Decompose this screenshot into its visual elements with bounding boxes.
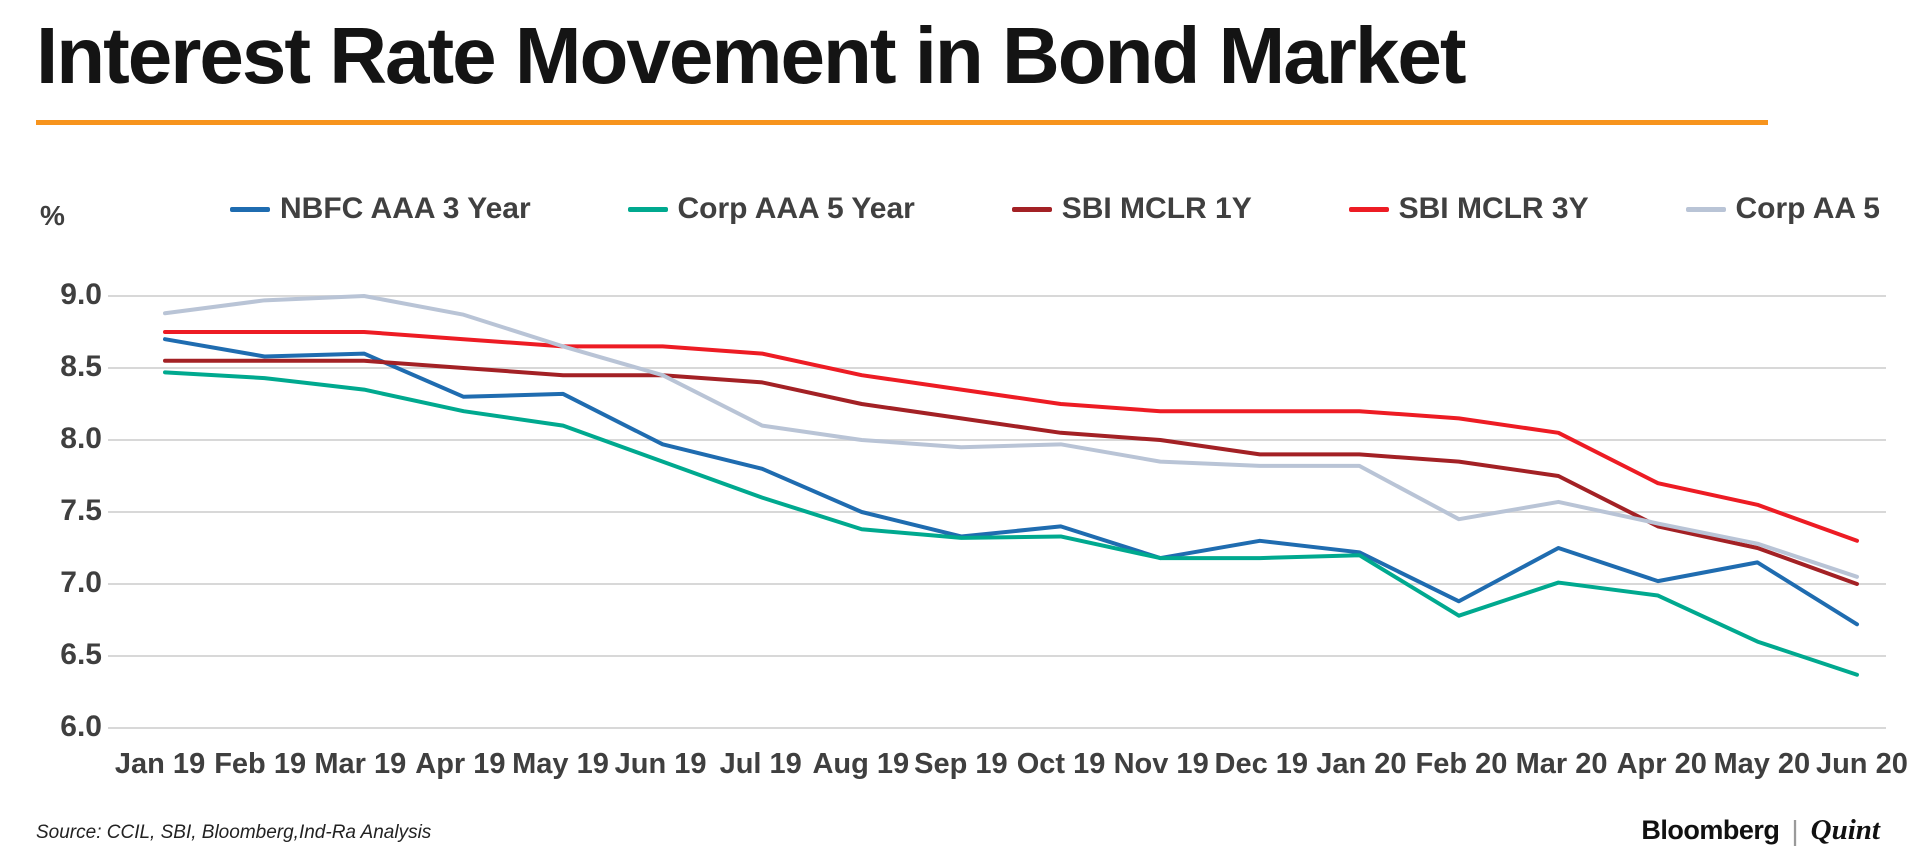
legend-label: SBI MCLR 1Y: [1061, 192, 1252, 225]
legend-item-corp-aaa-5y: Corp AAA 5 Year: [627, 192, 915, 226]
series-line-corp-aa-5: [163, 294, 1859, 579]
source-note: Source: CCIL, SBI, Bloomberg,Ind-Ra Anal…: [36, 822, 432, 843]
x-axis-label: Jan 19: [114, 748, 206, 780]
legend-line-swatch: [1685, 206, 1726, 212]
bloomberg-wordmark: Bloomberg: [1641, 815, 1780, 845]
legend-line-swatch: [1011, 206, 1052, 212]
y-axis-label: 9.0: [60, 278, 102, 311]
x-axis-label: Feb 19: [214, 748, 307, 780]
x-axis-label: Dec 19: [1214, 748, 1309, 780]
y-axis-label: 7.5: [60, 494, 102, 527]
x-axis-label: May 20: [1713, 748, 1811, 780]
series-line-corp-aaa-5-year: [163, 370, 1859, 677]
x-axis-label: Mar 20: [1515, 748, 1608, 780]
legend-line-swatch: [627, 206, 668, 212]
publisher-logo: Bloomberg | Quint: [1641, 814, 1880, 847]
x-axis-label: Sep 19: [914, 748, 1008, 780]
x-axis-label: Aug 19: [812, 748, 910, 780]
y-axis-label: 6.5: [60, 638, 102, 671]
series-line-nbfc-aaa-3-year: [163, 337, 1859, 627]
legend-line-swatch: [230, 206, 270, 212]
legend-item-sbi-mclr-3y: SBI MCLR 3Y: [1348, 192, 1589, 226]
y-axis-label: 8.0: [60, 422, 102, 455]
x-axis-label: Oct 19: [1016, 748, 1106, 780]
x-axis: Jan 19 Feb 19 Mar 19 Apr 19 May 19 Jun 19 Jul …: [110, 748, 1912, 781]
series-line-sbi-mclr-3y: [163, 330, 1859, 543]
legend-label: NBFC AAA 3 Year: [280, 192, 531, 225]
x-axis-label: Apr 19: [415, 748, 506, 780]
legend-line-swatch: [1348, 206, 1389, 212]
x-axis-label: Jun 19: [614, 748, 707, 780]
series-line-sbi-mclr-1y: [163, 358, 1859, 586]
x-axis-label: Jan 20: [1316, 748, 1407, 780]
page-title: Interest Rate Movement in Bond Market: [36, 11, 1466, 100]
legend-item-corp-aa-5: Corp AA 5: [1685, 192, 1880, 226]
legend-item-nbfc-aaa-3y: NBFC AAA 3 Year: [230, 192, 531, 226]
legend-label: Corp AAA 5 Year: [677, 192, 915, 225]
y-axis-label: 8.5: [60, 350, 102, 383]
x-axis-label: Jul 19: [719, 748, 802, 780]
title-underline: [36, 120, 1768, 125]
x-axis-label: Jun 20: [1815, 748, 1908, 780]
logo-separator: |: [1791, 814, 1799, 846]
y-axis-unit-label: %: [40, 200, 65, 231]
x-axis-label: May 19: [512, 748, 609, 780]
chart-legend: NBFC AAA 3 Year Corp AAA 5 Year SBI MCLR…: [230, 192, 1880, 226]
quint-wordmark: Quint: [1810, 814, 1880, 846]
legend-label: SBI MCLR 3Y: [1398, 192, 1589, 225]
x-axis-label: Feb 20: [1415, 748, 1508, 780]
x-axis-label: Nov 19: [1113, 748, 1209, 780]
y-axis-label: 6.0: [60, 710, 102, 743]
legend-label: Corp AA 5: [1735, 192, 1880, 225]
x-axis-label: Mar 19: [314, 748, 407, 780]
legend-item-sbi-mclr-1y: SBI MCLR 1Y: [1011, 192, 1252, 226]
x-axis-label: Apr 20: [1616, 748, 1707, 780]
y-axis-label: 7.0: [60, 566, 102, 599]
